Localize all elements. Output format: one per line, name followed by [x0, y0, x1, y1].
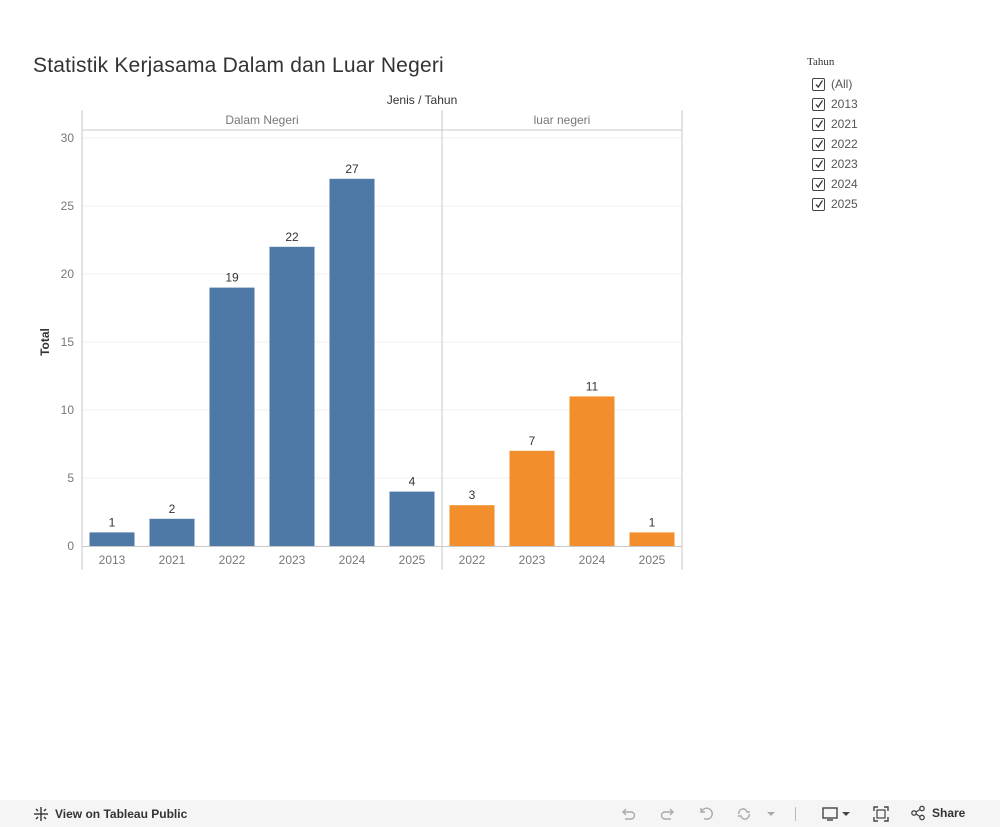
filter-item[interactable]: 2013: [807, 94, 858, 114]
filter-item-label: 2021: [831, 117, 858, 131]
y-tick-label: 0: [67, 539, 74, 553]
data-label: 4: [409, 475, 416, 489]
filter-item-label: 2023: [831, 157, 858, 171]
filter-item-label: 2025: [831, 197, 858, 211]
year-filter: Tahun (All) 2013 2021 2022 2023 2024 2025: [807, 56, 858, 214]
checkbox-checked-icon[interactable]: [812, 177, 825, 191]
checkbox-checked-icon[interactable]: [812, 97, 825, 111]
data-label: 11: [586, 379, 599, 393]
x-tick-label: 2025: [399, 553, 426, 567]
bar: [329, 178, 375, 547]
y-tick-label: 20: [61, 267, 75, 281]
chevron-down-icon[interactable]: [762, 805, 780, 823]
view-on-tableau-public-link[interactable]: View on Tableau Public: [33, 806, 187, 822]
y-axis-label: Total: [38, 328, 52, 356]
revert-icon[interactable]: [698, 805, 716, 823]
filter-item[interactable]: 2022: [807, 134, 858, 154]
share-icon: [911, 805, 925, 821]
panel-header: luar negeri: [534, 113, 591, 127]
bar: [89, 532, 135, 546]
x-tick-label: 2023: [519, 553, 546, 567]
x-tick-label: 2024: [579, 553, 606, 567]
bar: [149, 518, 195, 546]
x-tick-label: 2024: [339, 553, 366, 567]
filter-item[interactable]: 2021: [807, 114, 858, 134]
bar-chart: Jenis / Tahun Dalam Negeri luar negeri 0 5 10…: [38, 93, 683, 570]
filter-list: (All) 2013 2021 2022 2023 2024 2025: [807, 74, 858, 214]
data-label: 22: [285, 230, 299, 244]
bar: [209, 287, 255, 546]
redo-icon[interactable]: [659, 805, 677, 823]
tableau-toolbar: View on Tableau Public Share: [0, 800, 1000, 827]
data-label: 2: [169, 502, 176, 516]
undo-icon[interactable]: [619, 805, 637, 823]
y-tick-label: 5: [67, 471, 74, 485]
toolbar-divider: [795, 807, 796, 821]
x-tick-label: 2013: [99, 553, 126, 567]
y-tick-label: 15: [61, 335, 75, 349]
filter-item[interactable]: 2025: [807, 194, 858, 214]
bar: [629, 532, 675, 546]
tableau-logo-icon: [34, 807, 48, 821]
x-tick-label: 2022: [459, 553, 486, 567]
filter-item[interactable]: 2023: [807, 154, 858, 174]
filter-item-label: (All): [831, 77, 853, 91]
filter-item[interactable]: 2024: [807, 174, 858, 194]
fullscreen-icon[interactable]: [872, 805, 890, 823]
bar: [509, 450, 555, 546]
bar: [269, 246, 315, 547]
column-header: Jenis / Tahun: [387, 93, 458, 107]
download-icon[interactable]: [822, 805, 852, 823]
bar: [389, 491, 435, 546]
y-tick-label: 30: [61, 131, 75, 145]
x-tick-label: 2022: [219, 553, 246, 567]
data-label: 1: [109, 515, 116, 529]
data-label: 1: [649, 515, 656, 529]
data-label: 27: [345, 162, 359, 176]
data-label: 19: [225, 271, 239, 285]
panel-header: Dalam Negeri: [225, 113, 298, 127]
filter-item-label: 2022: [831, 137, 858, 151]
checkbox-checked-icon[interactable]: [812, 157, 825, 171]
checkbox-checked-icon[interactable]: [812, 197, 825, 211]
filter-title: Tahun: [807, 56, 835, 68]
share-label: Share: [932, 806, 966, 820]
y-tick-label: 25: [61, 199, 75, 213]
dashboard-title: Statistik Kerjasama Dalam dan Luar Neger…: [33, 54, 444, 77]
view-on-tableau-public-label: View on Tableau Public: [55, 807, 188, 821]
checkbox-checked-icon[interactable]: [812, 117, 825, 131]
data-label: 3: [469, 488, 476, 502]
filter-item[interactable]: (All): [807, 74, 858, 94]
x-tick-label: 2023: [279, 553, 306, 567]
x-tick-label: 2021: [159, 553, 186, 567]
checkbox-checked-icon[interactable]: [812, 137, 825, 151]
x-tick-label: 2025: [639, 553, 666, 567]
bar: [569, 396, 615, 546]
refresh-icon[interactable]: [735, 805, 753, 823]
data-label: 7: [529, 434, 536, 448]
filter-item-label: 2024: [831, 177, 858, 191]
share-button[interactable]: Share: [910, 805, 965, 821]
bar: [449, 505, 495, 546]
checkbox-checked-icon[interactable]: [812, 77, 825, 91]
y-tick-label: 10: [61, 403, 75, 417]
filter-item-label: 2013: [831, 97, 858, 111]
